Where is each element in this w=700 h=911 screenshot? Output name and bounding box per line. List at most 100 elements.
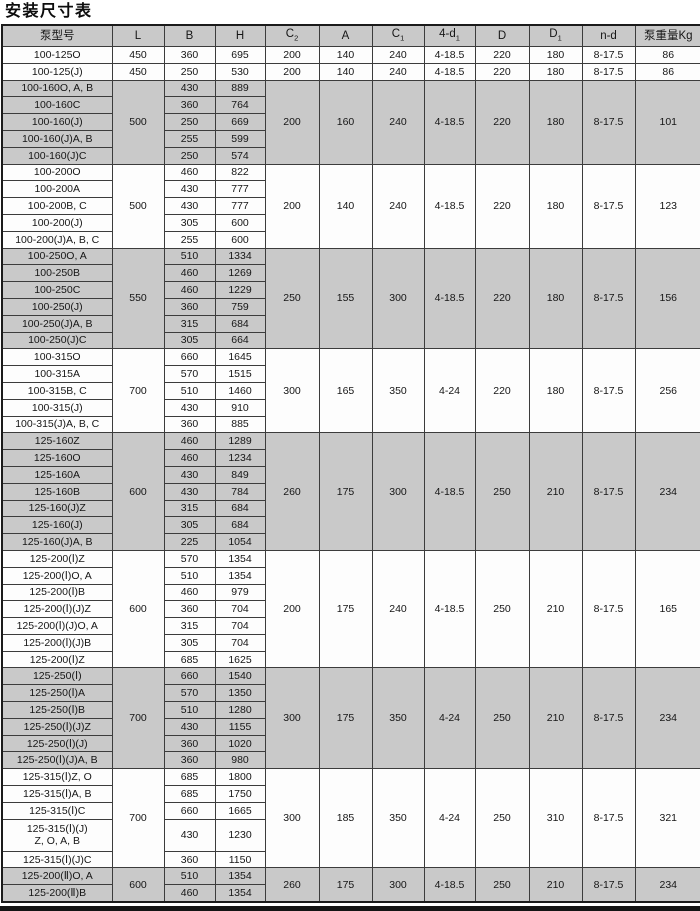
col-header-subscript: 1 xyxy=(400,33,405,43)
b-value-cell: 660 xyxy=(163,667,216,686)
h-value-cell: 784 xyxy=(214,482,266,501)
weight-value-cell: 156 xyxy=(634,247,700,350)
model-cell: 100-250B xyxy=(1,264,113,283)
nd-value-cell: 8-17.5 xyxy=(581,79,636,165)
b-value-cell: 460 xyxy=(163,281,216,299)
a-value-cell: 175 xyxy=(318,549,373,669)
c1-value-cell: 300 xyxy=(371,432,425,551)
4d1-value-cell: 4-24 xyxy=(423,667,476,770)
4d1-value-cell: 4-18.5 xyxy=(423,432,476,551)
b-value-cell: 460 xyxy=(163,449,216,467)
b-value-cell: 255 xyxy=(163,129,216,148)
h-value-cell: 910 xyxy=(214,398,266,417)
b-value-cell: 250 xyxy=(163,113,216,131)
model-cell: 100-250(J)A, B xyxy=(1,314,113,333)
col-header-label: 泵重量Kg xyxy=(643,30,693,42)
weight-value-cell: 101 xyxy=(634,79,700,165)
4d1-value-cell: 4-18.5 xyxy=(423,79,476,165)
h-value-cell: 574 xyxy=(214,146,266,165)
table-row: 125-200(Ⅰ)(J)B 305 704 xyxy=(1,633,700,652)
nd-value-cell: 8-17.5 xyxy=(581,348,636,434)
d1-value-cell: 180 xyxy=(528,247,583,350)
l-value-cell: 700 xyxy=(111,667,165,770)
table-body: 100-125O 450 360 695 200 140 240 4-18.5 220 180 8-… xyxy=(1,46,700,903)
d1-value-cell: 210 xyxy=(528,432,583,551)
table-row: 100-125O 450 360 695 200 140 240 4-18.5 220 180 8-… xyxy=(1,46,700,64)
h-value-cell: 664 xyxy=(214,331,266,350)
nd-value-cell: 8-17.5 xyxy=(581,549,636,669)
model-cell: 100-200O xyxy=(1,163,113,182)
table-row: 100-200(J)A, B, C 255 600 xyxy=(1,230,700,249)
model-cell: 100-315(J) xyxy=(1,398,113,417)
c2-value-cell: 300 xyxy=(264,768,320,869)
b-value-cell: 360 xyxy=(163,734,216,753)
table-row: 125-200(Ⅰ)(J)O, A 315 704 xyxy=(1,617,700,635)
model-cell: 125-250(Ⅰ)(J)Z xyxy=(1,717,113,736)
model-cell: 100-125(J) xyxy=(1,62,113,81)
table-row: 125-160Z 600 460 1289 260 175 300 4-18.5 250 210 8… xyxy=(1,432,700,551)
model-cell: 125-250(Ⅰ)B xyxy=(1,701,113,719)
col-header-label: n-d xyxy=(600,30,617,42)
b-value-cell: 460 xyxy=(163,432,216,451)
col-header-label: 泵型号 xyxy=(40,30,75,42)
h-value-cell: 530 xyxy=(214,62,266,81)
h-value-cell: 1155 xyxy=(214,717,266,736)
table-row: 125-315(Ⅰ)(J)C 360 1150 xyxy=(1,850,700,869)
weight-value-cell: 165 xyxy=(634,549,700,669)
h-value-cell: 1354 xyxy=(214,867,266,886)
h-value-cell: 684 xyxy=(214,314,266,333)
h-value-cell: 1800 xyxy=(214,768,266,787)
4d1-value-cell: 4-18.5 xyxy=(423,46,476,64)
table-row: 100-160O, A, B 500 430 889 200 160 240 4-18.5 22… xyxy=(1,79,700,165)
b-value-cell: 360 xyxy=(163,850,216,869)
table-row: 100-315(J)A, B, C 360 885 xyxy=(1,415,700,434)
b-value-cell: 430 xyxy=(163,79,216,98)
b-value-cell: 430 xyxy=(163,398,216,417)
table-row: 125-200(Ⅱ)B 460 1354 xyxy=(1,884,700,903)
col-header-b: B xyxy=(163,24,216,47)
model-cell: 125-200(Ⅰ)(J)Z xyxy=(1,600,113,619)
d-value-cell: 250 xyxy=(474,667,530,770)
d-value-cell: 250 xyxy=(474,549,530,669)
table-row: 100-250C 460 1229 xyxy=(1,281,700,299)
model-cell: 125-160(J)Z xyxy=(1,499,113,518)
table-row: 125-160(J)A, B 225 1054 xyxy=(1,533,700,551)
h-value-cell: 1280 xyxy=(214,701,266,719)
model-cell: 100-160(J)C xyxy=(1,146,113,165)
table-row: 125-250(Ⅰ)B 510 1280 xyxy=(1,701,700,719)
table-row: 100-250(J)C 305 664 xyxy=(1,331,700,350)
b-value-cell: 660 xyxy=(163,348,216,367)
table-row: 125-160O 460 1234 xyxy=(1,449,700,467)
b-value-cell: 430 xyxy=(163,465,216,484)
d1-value-cell: 180 xyxy=(528,348,583,434)
weight-value-cell: 321 xyxy=(634,768,700,869)
l-value-cell: 450 xyxy=(111,46,165,64)
table-row: 100-250(J) 360 759 xyxy=(1,297,700,316)
table-row: 125-200(Ⅰ)B 460 979 xyxy=(1,583,700,602)
c1-value-cell: 350 xyxy=(371,768,425,869)
b-value-cell: 460 xyxy=(163,163,216,182)
l-value-cell: 500 xyxy=(111,79,165,165)
table-row: 100-315A 570 1515 xyxy=(1,365,700,383)
model-cell: 100-250(J)C xyxy=(1,331,113,350)
h-value-cell: 1354 xyxy=(214,566,266,585)
h-value-cell: 1054 xyxy=(214,533,266,551)
h-value-cell: 822 xyxy=(214,163,266,182)
col-header-label: A xyxy=(341,30,350,42)
b-value-cell: 430 xyxy=(163,482,216,501)
l-value-cell: 500 xyxy=(111,163,165,249)
b-value-cell: 360 xyxy=(163,751,216,770)
l-value-cell: 600 xyxy=(111,549,165,669)
b-value-cell: 360 xyxy=(163,297,216,316)
d1-value-cell: 310 xyxy=(528,768,583,869)
h-value-cell: 777 xyxy=(214,180,266,199)
table-row: 125-160A 430 849 xyxy=(1,465,700,484)
model-cell: 125-200(Ⅰ)B xyxy=(1,583,113,602)
4d1-value-cell: 4-18.5 xyxy=(423,163,476,249)
h-value-cell: 1354 xyxy=(214,884,266,903)
h-value-cell: 1540 xyxy=(214,667,266,686)
h-value-cell: 979 xyxy=(214,583,266,602)
b-value-cell: 430 xyxy=(163,717,216,736)
model-cell: 125-200(Ⅰ)O, A xyxy=(1,566,113,585)
col-header-label: C xyxy=(391,27,401,40)
